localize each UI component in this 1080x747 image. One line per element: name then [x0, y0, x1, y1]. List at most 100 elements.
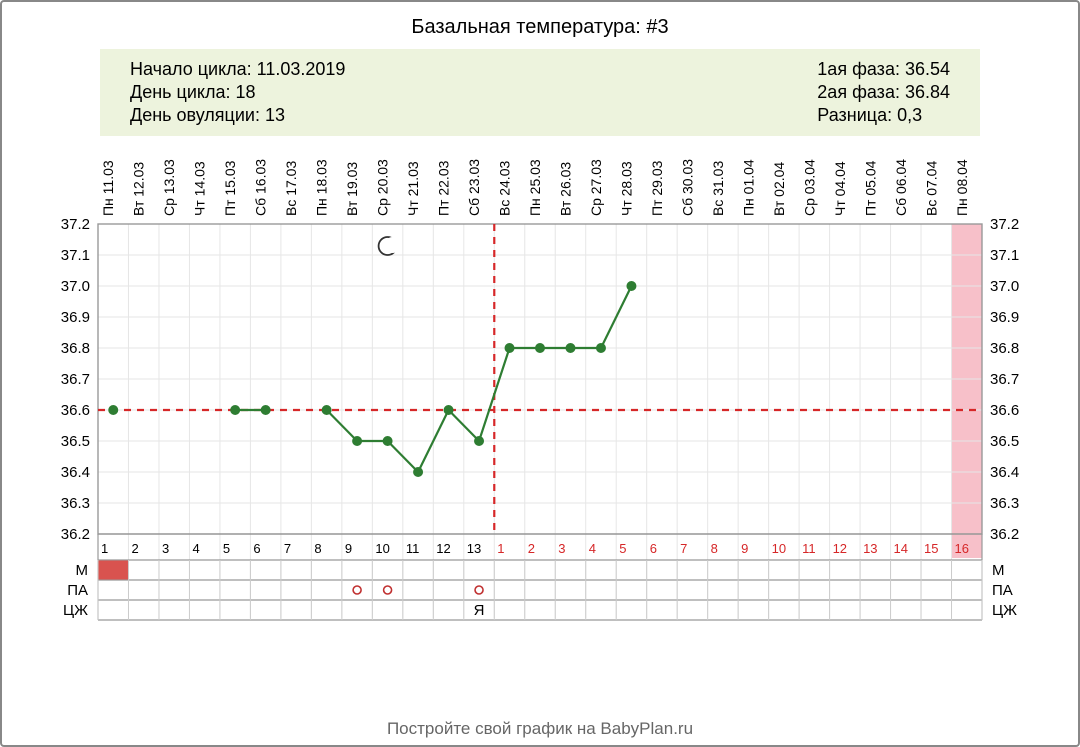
svg-text:1: 1 — [101, 541, 108, 556]
ovulation-day-label: День овуляции: 13 — [130, 105, 345, 126]
phase1-label: 1ая фаза: 36.54 — [817, 59, 950, 80]
svg-text:36.8: 36.8 — [61, 340, 90, 357]
svg-text:М: М — [992, 562, 1005, 579]
svg-text:16: 16 — [955, 541, 969, 556]
svg-text:13: 13 — [863, 541, 877, 556]
svg-text:Вт 19.03: Вт 19.03 — [344, 162, 360, 216]
svg-text:Вс 24.03: Вс 24.03 — [497, 161, 513, 216]
svg-text:36.3: 36.3 — [61, 495, 90, 512]
svg-text:Ср 03.04: Ср 03.04 — [801, 159, 817, 216]
svg-text:37.2: 37.2 — [61, 216, 90, 233]
svg-text:Пт 22.03: Пт 22.03 — [436, 160, 452, 216]
svg-text:9: 9 — [345, 541, 352, 556]
svg-text:Сб 16.03: Сб 16.03 — [253, 159, 269, 216]
info-left-column: Начало цикла: 11.03.2019 День цикла: 18 … — [130, 59, 345, 126]
svg-text:Пн 01.04: Пн 01.04 — [740, 159, 756, 216]
svg-text:5: 5 — [223, 541, 230, 556]
svg-text:36.4: 36.4 — [61, 464, 90, 481]
svg-text:Сб 06.04: Сб 06.04 — [893, 159, 909, 216]
svg-text:36.8: 36.8 — [990, 340, 1019, 357]
svg-text:36.9: 36.9 — [61, 309, 90, 326]
svg-text:36.2: 36.2 — [990, 526, 1019, 543]
svg-text:4: 4 — [589, 541, 596, 556]
svg-text:Вс 07.04: Вс 07.04 — [923, 161, 939, 216]
svg-text:6: 6 — [650, 541, 657, 556]
svg-text:Чт 21.03: Чт 21.03 — [405, 161, 421, 216]
svg-text:36.4: 36.4 — [990, 464, 1019, 481]
svg-text:Пт 29.03: Пт 29.03 — [649, 160, 665, 216]
svg-text:ПА: ПА — [67, 582, 88, 599]
svg-text:4: 4 — [192, 541, 199, 556]
svg-text:Пн 08.04: Пн 08.04 — [954, 159, 970, 216]
cycle-day-label: День цикла: 18 — [130, 82, 345, 103]
svg-text:37.0: 37.0 — [61, 278, 90, 295]
svg-text:Вс 31.03: Вс 31.03 — [710, 161, 726, 216]
diff-label: Разница: 0,3 — [817, 105, 950, 126]
info-right-column: 1ая фаза: 36.54 2ая фаза: 36.84 Разница:… — [817, 59, 950, 126]
svg-text:Вс 17.03: Вс 17.03 — [283, 161, 299, 216]
svg-text:10: 10 — [772, 541, 786, 556]
svg-text:37.1: 37.1 — [990, 247, 1019, 264]
svg-text:Пн 18.03: Пн 18.03 — [314, 159, 330, 216]
svg-text:37.1: 37.1 — [61, 247, 90, 264]
svg-text:3: 3 — [558, 541, 565, 556]
svg-text:Пн 25.03: Пн 25.03 — [527, 159, 543, 216]
chart-title: Базальная температура: #3 — [22, 16, 1058, 39]
svg-text:12: 12 — [436, 541, 450, 556]
svg-text:13: 13 — [467, 541, 481, 556]
svg-text:11: 11 — [802, 541, 816, 556]
cycle-info-box: Начало цикла: 11.03.2019 День цикла: 18 … — [100, 49, 980, 136]
svg-text:36.9: 36.9 — [990, 309, 1019, 326]
svg-text:15: 15 — [924, 541, 938, 556]
chart-container: 37.2 37.2 37.1 37.1 37.0 37.0 36.9 36.9 36.8 36.8… — [40, 146, 1040, 691]
svg-text:Сб 30.03: Сб 30.03 — [679, 159, 695, 216]
svg-text:36.2: 36.2 — [61, 526, 90, 543]
svg-text:Вт 12.03: Вт 12.03 — [131, 162, 147, 216]
app-frame: Базальная температура: #3 Начало цикла: … — [0, 0, 1080, 747]
svg-text:2: 2 — [528, 541, 535, 556]
svg-text:8: 8 — [314, 541, 321, 556]
svg-text:36.5: 36.5 — [61, 433, 90, 450]
svg-text:8: 8 — [711, 541, 718, 556]
svg-text:5: 5 — [619, 541, 626, 556]
svg-text:36.6: 36.6 — [61, 402, 90, 419]
svg-text:ЦЖ: ЦЖ — [992, 602, 1017, 619]
svg-text:12: 12 — [833, 541, 847, 556]
svg-text:2: 2 — [131, 541, 138, 556]
svg-text:Ср 27.03: Ср 27.03 — [588, 159, 604, 216]
svg-text:Вт 26.03: Вт 26.03 — [557, 162, 573, 216]
svg-text:Пн 11.03: Пн 11.03 — [100, 160, 116, 216]
svg-text:М: М — [76, 562, 89, 579]
svg-text:3: 3 — [162, 541, 169, 556]
svg-text:37.2: 37.2 — [990, 216, 1019, 233]
svg-text:1: 1 — [497, 541, 504, 556]
svg-text:Чт 04.04: Чт 04.04 — [832, 161, 848, 216]
svg-text:36.7: 36.7 — [61, 371, 90, 388]
svg-text:36.7: 36.7 — [990, 371, 1019, 388]
svg-text:9: 9 — [741, 541, 748, 556]
svg-text:37.0: 37.0 — [990, 278, 1019, 295]
svg-text:Я: Я — [474, 602, 485, 619]
svg-text:11: 11 — [406, 541, 420, 556]
svg-text:Ср 13.03: Ср 13.03 — [161, 159, 177, 216]
svg-text:10: 10 — [375, 541, 389, 556]
svg-text:36.5: 36.5 — [990, 433, 1019, 450]
svg-text:ЦЖ: ЦЖ — [63, 602, 88, 619]
cycle-start-label: Начало цикла: 11.03.2019 — [130, 59, 345, 80]
svg-text:Сб 23.03: Сб 23.03 — [466, 159, 482, 216]
bbt-chart: 37.2 37.2 37.1 37.1 37.0 37.0 36.9 36.9 36.8 36.8… — [40, 146, 1040, 686]
svg-text:Чт 14.03: Чт 14.03 — [192, 161, 208, 216]
svg-text:Ср 20.03: Ср 20.03 — [375, 159, 391, 216]
footer-text: Постройте свой график на BabyPlan.ru — [2, 719, 1078, 739]
svg-text:36.6: 36.6 — [990, 402, 1019, 419]
svg-text:7: 7 — [284, 541, 291, 556]
phase2-label: 2ая фаза: 36.84 — [817, 82, 950, 103]
svg-text:36.3: 36.3 — [990, 495, 1019, 512]
svg-text:Пт 15.03: Пт 15.03 — [222, 160, 238, 216]
svg-text:Пт 05.04: Пт 05.04 — [862, 160, 878, 216]
svg-text:Чт 28.03: Чт 28.03 — [618, 161, 634, 216]
svg-text:Вт 02.04: Вт 02.04 — [771, 162, 787, 216]
svg-text:ПА: ПА — [992, 582, 1013, 599]
svg-text:6: 6 — [253, 541, 260, 556]
svg-text:14: 14 — [894, 541, 908, 556]
